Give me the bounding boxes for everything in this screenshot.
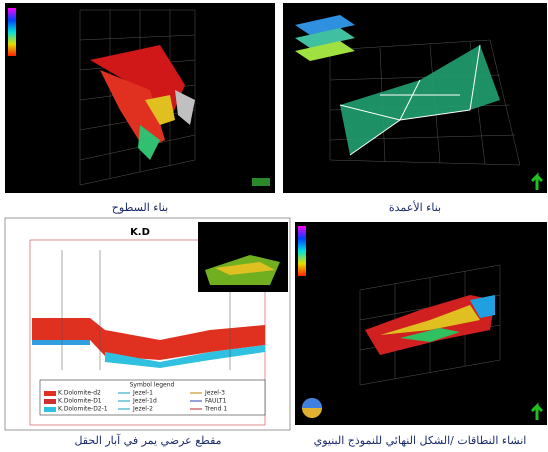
legend-item: K.Dolomite-d2	[58, 390, 101, 397]
panel-cross-section: K.D Symbol legend K.Dolomite-d2 K.Dolomi…	[5, 218, 290, 430]
figure: K.D Symbol legend K.Dolomite-d2 K.Dolomi…	[0, 0, 548, 452]
section-title: K.D	[130, 227, 150, 238]
legend-item: Jezel-1d	[132, 398, 157, 405]
legend-item: Jezel-2	[132, 406, 153, 413]
caption: مقطع عرضي يمر في آبار الحقل	[74, 434, 221, 447]
legend-item: FAULT1	[205, 398, 227, 405]
legend-item: K.Dolomite-D2-1	[58, 406, 108, 413]
caption: بناء السطوح	[112, 201, 168, 214]
legend-item: Jezel-1	[132, 390, 153, 397]
panel-pillars	[283, 3, 547, 193]
panel-zones	[295, 222, 547, 425]
caption: بناء الأعمدة	[389, 200, 441, 214]
caption: انشاء النطاقات /الشكل النهائي للنموذج ال…	[314, 434, 527, 447]
legend-item: K.Dolomite-D1	[58, 398, 102, 405]
legend-title: Symbol legend	[130, 382, 175, 389]
legend-item: Trend 1	[204, 406, 227, 413]
legend-item: Jezel-3	[204, 390, 225, 397]
panel-surfaces	[5, 3, 275, 193]
